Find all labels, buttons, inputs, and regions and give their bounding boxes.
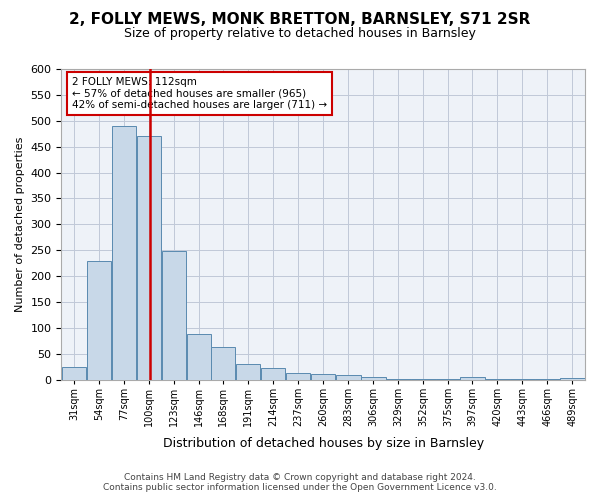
Bar <box>510 379 535 380</box>
Bar <box>211 348 235 380</box>
Bar <box>560 378 585 380</box>
Text: Size of property relative to detached houses in Barnsley: Size of property relative to detached ho… <box>124 28 476 40</box>
Bar <box>411 378 436 380</box>
Y-axis label: Number of detached properties: Number of detached properties <box>15 136 25 312</box>
Bar <box>361 378 386 380</box>
Bar <box>162 251 187 380</box>
X-axis label: Distribution of detached houses by size in Barnsley: Distribution of detached houses by size … <box>163 437 484 450</box>
Bar <box>336 375 361 380</box>
Bar <box>112 126 136 380</box>
Bar <box>311 374 335 380</box>
Bar <box>286 374 310 380</box>
Bar <box>535 379 560 380</box>
Text: 2 FOLLY MEWS: 112sqm
← 57% of detached houses are smaller (965)
42% of semi-deta: 2 FOLLY MEWS: 112sqm ← 57% of detached h… <box>72 77 327 110</box>
Bar <box>62 366 86 380</box>
Bar <box>386 378 410 380</box>
Bar <box>137 136 161 380</box>
Bar <box>485 379 509 380</box>
Text: 2, FOLLY MEWS, MONK BRETTON, BARNSLEY, S71 2SR: 2, FOLLY MEWS, MONK BRETTON, BARNSLEY, S… <box>70 12 530 28</box>
Bar <box>460 377 485 380</box>
Text: Contains HM Land Registry data © Crown copyright and database right 2024.
Contai: Contains HM Land Registry data © Crown c… <box>103 473 497 492</box>
Bar <box>236 364 260 380</box>
Bar <box>187 334 211 380</box>
Bar <box>261 368 286 380</box>
Bar <box>86 260 111 380</box>
Bar <box>436 378 461 380</box>
